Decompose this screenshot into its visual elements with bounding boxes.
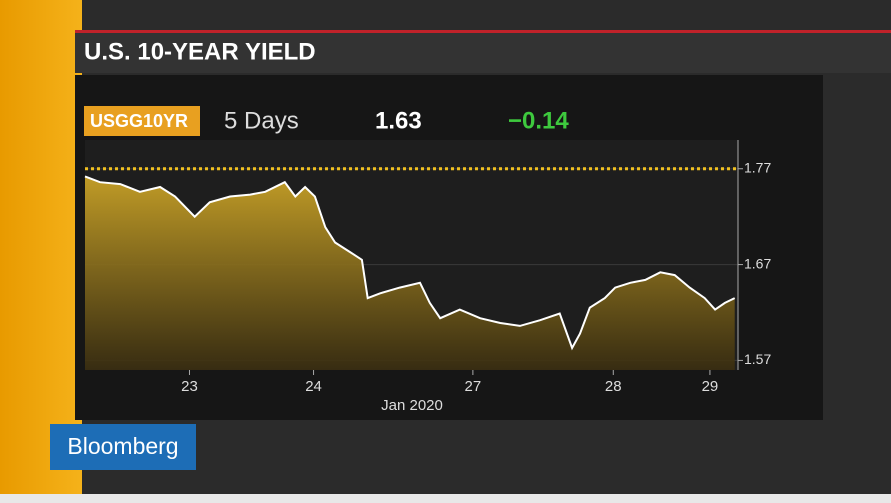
x-tick-label: 29 <box>702 378 719 395</box>
red-rule <box>75 30 891 33</box>
brand: Bloomberg <box>67 433 178 459</box>
chart-title: U.S. 10-YEAR YIELD <box>84 38 316 65</box>
y-tick-label: 1.57 <box>744 351 771 367</box>
last-value: 1.63 <box>375 107 422 134</box>
x-tick-label: 23 <box>181 378 198 395</box>
x-tick-label: 27 <box>465 378 482 395</box>
ticker-box <box>84 106 200 136</box>
side-strip <box>0 0 82 503</box>
x-axis-label: Jan 2020 <box>381 397 443 414</box>
x-tick-label: 24 <box>305 378 322 395</box>
title-bar <box>75 33 891 73</box>
area <box>85 176 735 370</box>
bottom-strip <box>0 494 891 503</box>
change: −0.14 <box>508 107 569 134</box>
line <box>84 175 736 351</box>
logo-box <box>50 424 196 470</box>
y-tick-label: 1.77 <box>744 159 771 175</box>
x-tick-label: 28 <box>605 378 622 395</box>
plot: 1.57 1.67 1.77 23 24 27 28 29 <box>84 140 771 395</box>
ticker: USGG10YR <box>90 111 188 131</box>
y-tick-label: 1.67 <box>744 255 771 271</box>
period: 5 Days <box>224 107 299 134</box>
